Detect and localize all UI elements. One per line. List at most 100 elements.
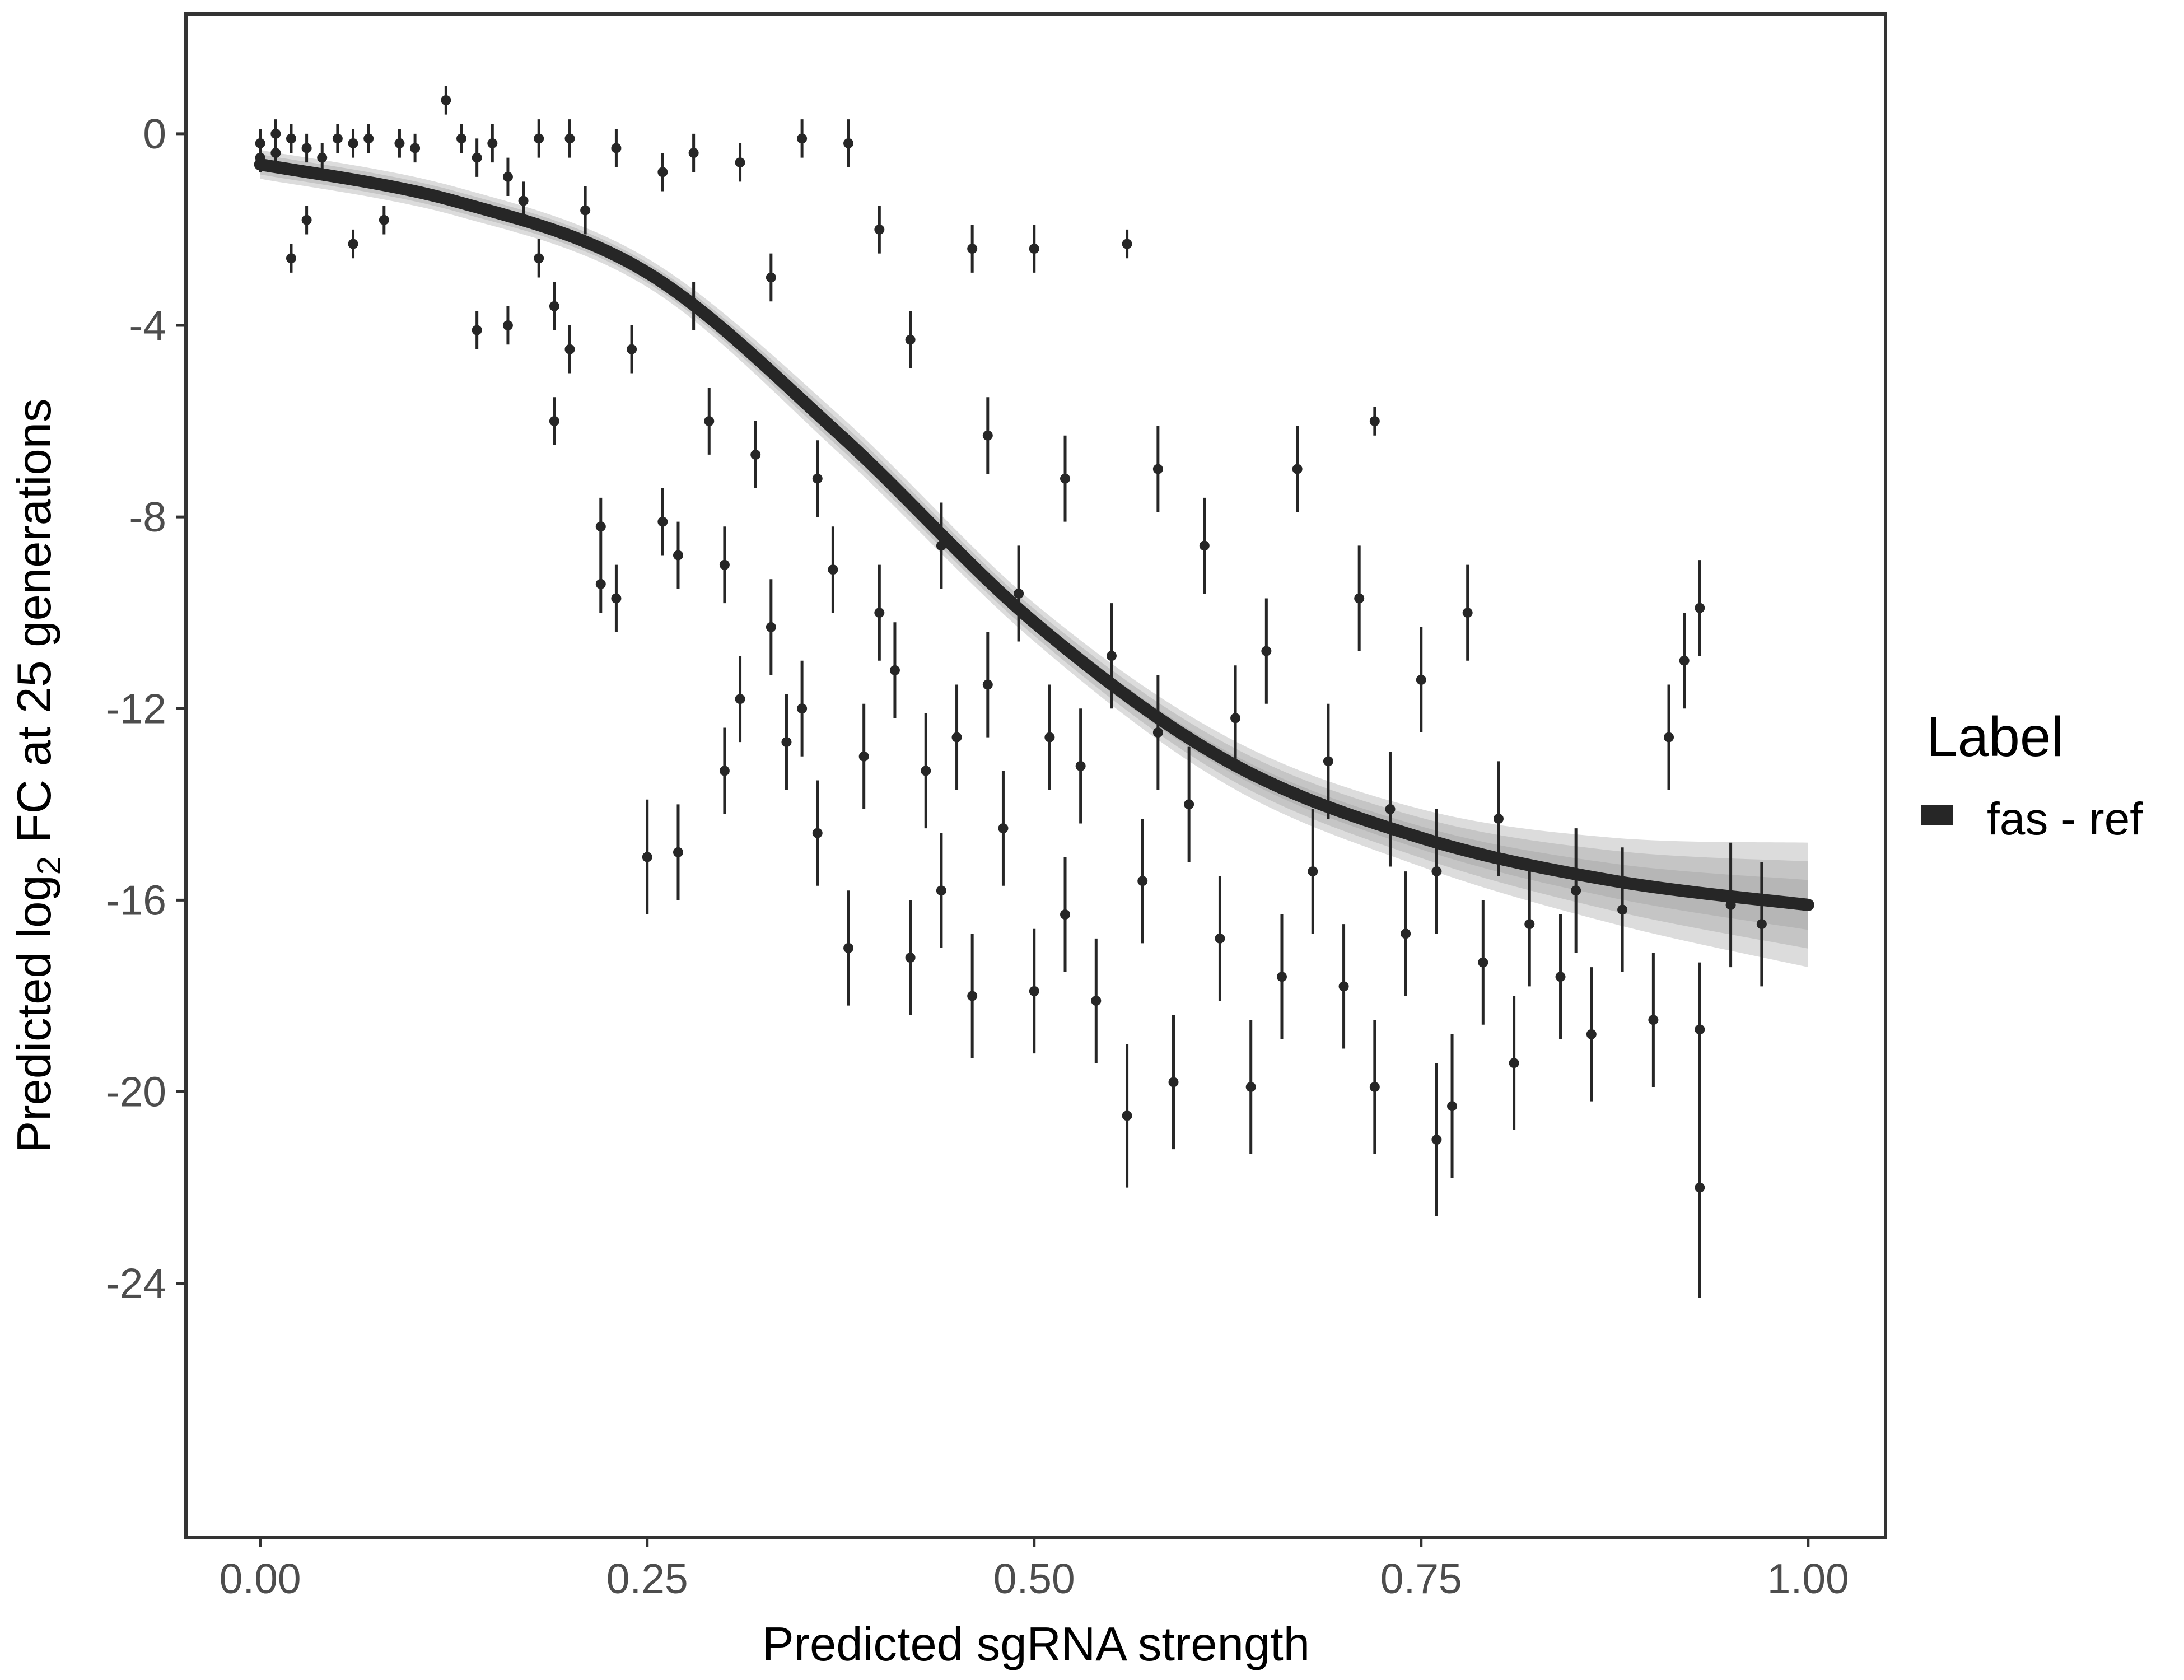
point-marker	[1106, 651, 1117, 661]
data-point	[1509, 996, 1519, 1130]
data-point	[1152, 426, 1163, 512]
point-marker	[1152, 727, 1163, 738]
data-point	[1756, 861, 1767, 987]
point-marker	[317, 152, 328, 163]
data-point	[472, 311, 482, 349]
data-point	[1122, 1043, 1132, 1188]
data-point	[1478, 900, 1488, 1025]
data-point	[564, 119, 575, 158]
point-marker	[1122, 1110, 1132, 1121]
data-point	[580, 186, 591, 235]
point-marker	[270, 148, 281, 158]
data-point	[719, 727, 730, 814]
data-point	[704, 388, 715, 455]
data-point	[1695, 560, 1705, 656]
data-point	[1308, 809, 1318, 934]
point-marker	[1509, 1058, 1519, 1068]
point-marker	[642, 852, 652, 862]
point-marker	[472, 152, 482, 163]
point-marker	[1168, 1077, 1179, 1088]
point-marker	[1323, 756, 1333, 767]
data-point	[1060, 857, 1071, 972]
data-point	[518, 181, 529, 220]
point-marker	[1199, 540, 1210, 551]
data-point	[611, 129, 622, 167]
point-marker	[1524, 919, 1535, 930]
data-point	[812, 440, 823, 517]
point-marker	[982, 430, 993, 441]
data-point	[317, 143, 328, 172]
data-point	[363, 124, 374, 153]
data-point	[766, 253, 776, 302]
data-point	[1261, 598, 1272, 704]
point-marker	[1695, 1024, 1705, 1035]
data-point	[1044, 684, 1055, 790]
point-marker	[735, 157, 745, 168]
data-point	[564, 325, 575, 374]
data-point	[998, 771, 1009, 886]
data-point	[1060, 435, 1071, 522]
data-point	[301, 206, 312, 235]
point-marker	[348, 138, 358, 148]
point-marker	[611, 143, 622, 153]
data-point	[286, 124, 296, 153]
data-point	[487, 124, 498, 163]
y-axis-title: Predicted log2 FC at 25 generations	[8, 399, 68, 1153]
point-marker	[1695, 1182, 1705, 1193]
data-point	[982, 397, 993, 474]
data-point	[673, 521, 683, 589]
data-point	[1695, 962, 1705, 1097]
point-marker	[1029, 244, 1039, 254]
point-marker	[1292, 464, 1303, 474]
point-marker	[657, 167, 668, 178]
point-marker	[828, 564, 838, 575]
data-point	[921, 713, 931, 829]
point-marker	[363, 133, 374, 144]
data-point	[843, 890, 854, 1006]
point-marker	[781, 737, 792, 748]
data-point	[951, 684, 962, 790]
x-axis: 0.00 0.25 0.50 0.75 1.00	[220, 1537, 1849, 1602]
data-point	[1524, 861, 1535, 987]
point-marker	[502, 171, 513, 182]
data-point	[348, 229, 358, 259]
data-point	[502, 157, 513, 197]
point-marker	[688, 148, 699, 158]
data-point	[348, 129, 358, 158]
point-marker	[1122, 239, 1132, 249]
point-marker	[301, 214, 312, 225]
data-point	[642, 799, 652, 915]
point-marker	[673, 550, 683, 561]
x-tick-label: 0.50	[993, 1555, 1075, 1602]
data-point	[905, 900, 916, 1015]
data-point	[719, 526, 730, 604]
point-marker	[1230, 713, 1241, 724]
fit-line	[254, 158, 1814, 911]
data-point	[657, 488, 668, 556]
data-point	[1401, 871, 1411, 996]
point-marker	[1354, 593, 1365, 604]
y-tick-label: -20	[106, 1068, 166, 1116]
point-marker	[286, 253, 296, 264]
data-point	[828, 526, 838, 613]
point-marker	[564, 344, 575, 354]
point-marker	[1369, 416, 1380, 427]
data-point	[301, 133, 312, 163]
point-marker	[487, 138, 498, 148]
data-point	[889, 622, 900, 718]
point-marker	[1431, 1135, 1442, 1145]
y-tick-label: -12	[106, 685, 166, 732]
point-marker	[1695, 603, 1705, 613]
data-point	[1029, 928, 1039, 1054]
y-tick-label: -16	[106, 876, 166, 923]
data-point	[1199, 497, 1210, 594]
point-marker	[967, 991, 978, 1001]
point-marker	[534, 253, 544, 264]
legend-key	[1921, 805, 1953, 825]
point-marker	[874, 224, 885, 235]
point-marker	[549, 416, 559, 427]
point-marker	[1756, 919, 1767, 930]
data-point	[766, 579, 776, 675]
data-point	[735, 143, 745, 182]
